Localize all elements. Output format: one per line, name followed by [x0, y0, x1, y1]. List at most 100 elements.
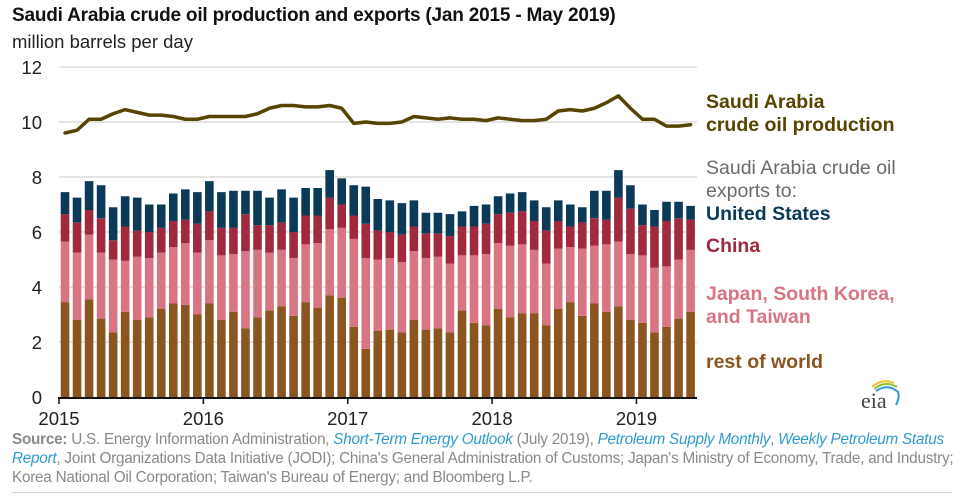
bar-segment-japan-south-korea-and-taiwan: [72, 252, 82, 320]
bar-segment-china: [421, 233, 431, 259]
bar-segment-rest-of-world: [445, 332, 455, 397]
bar-segment-rest-of-world: [626, 320, 635, 397]
bar-stack: [265, 197, 274, 397]
bar-segment-united-states: [397, 203, 407, 235]
legend-japan-korea-taiwan: Japan, South Korea, and Taiwan: [706, 283, 895, 329]
bar-segment-united-states: [144, 204, 154, 232]
bar-stack: [686, 205, 695, 397]
bar-segment-japan-south-korea-and-taiwan: [614, 241, 623, 307]
bar-segment-china: [541, 230, 551, 264]
bar-segment-rest-of-world: [265, 310, 274, 397]
bar-stack: [433, 212, 443, 397]
bar-segment-china: [553, 221, 563, 249]
bar-stack: [469, 205, 479, 397]
bar-stack: [337, 178, 347, 397]
source-link[interactable]: Weekly Petroleum Status Report: [12, 431, 944, 467]
bar-segment-china: [626, 208, 635, 254]
bar-segment-japan-south-korea-and-taiwan: [529, 249, 539, 314]
bar-segment-rest-of-world: [96, 318, 106, 397]
production-line-path: [63, 94, 693, 135]
bar-segment-japan-south-korea-and-taiwan: [205, 240, 214, 304]
bar-segment-japan-south-korea-and-taiwan: [553, 248, 563, 309]
bar-segment-united-states: [565, 204, 575, 227]
bar-stack: [614, 170, 623, 397]
bar-segment-rest-of-world: [349, 326, 359, 397]
legend-jkt-line1: Japan, South Korea,: [706, 283, 895, 305]
bar-segment-china: [529, 221, 539, 250]
bar-segment-japan-south-korea-and-taiwan: [421, 258, 431, 330]
source-link[interactable]: Petroleum Supply Monthly: [597, 431, 771, 448]
bar-segment-japan-south-korea-and-taiwan: [120, 260, 130, 312]
bar-stack: [385, 200, 395, 397]
y-axis-unit-label: million barrels per day: [12, 31, 193, 52]
bar-segment-united-states: [662, 201, 671, 221]
bar-segment-china: [602, 219, 611, 245]
bar-stack: [84, 181, 94, 397]
bar-segment-japan-south-korea-and-taiwan: [144, 258, 154, 318]
legend-exports-line1: Saudi Arabia crude oil: [706, 157, 896, 179]
chart-title: Saudi Arabia crude oil production and ex…: [12, 5, 616, 26]
bar-segment-rest-of-world: [301, 302, 310, 397]
bar-segment-united-states: [289, 197, 298, 232]
bar-segment-united-states: [349, 185, 359, 216]
y-tick-label: 2: [32, 332, 42, 353]
bar-segment-japan-south-korea-and-taiwan: [168, 247, 178, 304]
bar-segment-china: [614, 197, 623, 242]
bar-segment-japan-south-korea-and-taiwan: [108, 259, 118, 333]
bar-segment-china: [349, 215, 359, 239]
bar-segment-japan-south-korea-and-taiwan: [217, 255, 226, 320]
bar-segment-china: [193, 223, 202, 253]
bar-segment-japan-south-korea-and-taiwan: [289, 258, 298, 316]
bar-segment-japan-south-korea-and-taiwan: [313, 243, 322, 308]
bar-stack: [277, 189, 286, 397]
bar-segment-united-states: [265, 197, 274, 226]
bar-segment-japan-south-korea-and-taiwan: [457, 255, 467, 311]
source-text-part: (July 2019),: [512, 431, 598, 448]
bar-segment-united-states: [421, 212, 431, 234]
bar-segment-rest-of-world: [132, 320, 142, 397]
source-text: U.S. Energy Information Administration, …: [12, 431, 954, 486]
bar-segment-japan-south-korea-and-taiwan: [181, 243, 190, 305]
bar-segment-united-states: [373, 199, 383, 231]
bar-segment-united-states: [361, 186, 371, 224]
bar-stack: [349, 185, 359, 397]
legend-production-line1: Saudi Arabia: [706, 91, 825, 113]
bar-stack: [397, 203, 407, 397]
bar-segment-china: [289, 232, 298, 259]
bar-stack: [578, 207, 587, 397]
bar-segment-japan-south-korea-and-taiwan: [674, 259, 683, 319]
bar-stack: [108, 207, 118, 397]
bar-segment-rest-of-world: [229, 311, 238, 397]
bar-segment-rest-of-world: [120, 311, 130, 397]
bar-segment-rest-of-world: [181, 304, 190, 397]
bar-segment-united-states: [72, 197, 82, 223]
bar-segment-united-states: [445, 214, 455, 237]
bar-stack: [301, 188, 310, 397]
bar-segment-china: [60, 214, 70, 242]
bar-stack: [541, 207, 551, 397]
production-line: [63, 94, 693, 135]
bar-segment-united-states: [433, 212, 443, 234]
bar-segment-rest-of-world: [650, 332, 659, 397]
bar-segment-united-states: [217, 192, 226, 228]
bar-stack: [421, 212, 431, 397]
bar-segment-united-states: [108, 207, 118, 241]
x-tick-label: 2019: [616, 408, 657, 429]
bar-stack: [205, 181, 214, 397]
bar-segment-china: [96, 218, 106, 253]
bottom-divider: [12, 492, 952, 493]
bar-segment-rest-of-world: [325, 295, 334, 397]
bar-stack: [638, 204, 647, 397]
bar-segment-china: [493, 214, 503, 243]
bar-segment-china: [650, 226, 659, 268]
bar-segment-rest-of-world: [253, 317, 262, 397]
bar-segment-china: [638, 225, 647, 256]
bar-segment-united-states: [253, 190, 262, 226]
bar-segment-china: [241, 214, 250, 252]
bar-segment-united-states: [385, 200, 395, 232]
bar-segment-united-states: [614, 170, 623, 198]
source-link[interactable]: Short-Term Energy Outlook: [333, 431, 513, 448]
bar-segment-united-states: [650, 210, 659, 227]
bar-segment-japan-south-korea-and-taiwan: [590, 245, 599, 304]
